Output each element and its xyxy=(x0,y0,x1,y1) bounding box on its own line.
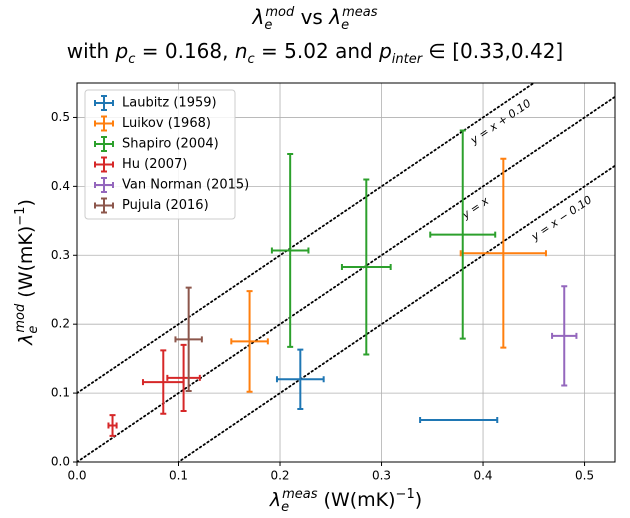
y-tick-label: 0.1 xyxy=(51,386,70,400)
legend-box xyxy=(84,89,236,220)
legend: Laubitz (1959) Luikov (1968) Shapiro (2004… xyxy=(84,89,249,220)
legend-label: Pujula (2016) xyxy=(122,198,209,213)
x-tick-label: 0.5 xyxy=(575,469,594,483)
y-tick-label: 0.2 xyxy=(51,317,70,331)
y-tick-label: 0.5 xyxy=(51,110,70,124)
y-error-bar xyxy=(297,348,304,410)
x-tick-label: 0.1 xyxy=(169,469,188,483)
legend-label: Shapiro (2004) xyxy=(122,137,219,152)
y-error-bar xyxy=(109,414,116,437)
legend-label: Luikov (1968) xyxy=(122,116,211,131)
y-error-bar xyxy=(287,152,294,348)
chart-title: λemod vs λemeas xyxy=(252,5,378,33)
y-error-bar xyxy=(459,129,466,340)
legend-marker xyxy=(94,156,114,173)
y-error-bar xyxy=(160,349,167,415)
y-error-bar xyxy=(561,285,568,387)
y-error-bar xyxy=(180,343,187,413)
legend-marker xyxy=(94,197,114,214)
legend-marker xyxy=(94,115,114,132)
y-error-bar xyxy=(185,286,192,393)
chart-subtitle: with pc = 0.168, nc = 5.02 and pinter ∈ … xyxy=(67,39,563,67)
axes: 0.0 0.1 0.2 0.3 0.4 0.5 0.0 0.1 0.2 0.3 0.4 0.5 xyxy=(51,110,594,483)
y-tick-label: 0.3 xyxy=(51,248,70,262)
y-tick-label: 0.0 xyxy=(51,455,70,469)
y-error-bar xyxy=(246,290,253,393)
x-tick-label: 0.0 xyxy=(67,469,86,483)
y-tick-label: 0.4 xyxy=(51,179,70,193)
legend-label: Laubitz (1959) xyxy=(122,96,217,111)
reference-line xyxy=(77,95,615,462)
y-error-bar xyxy=(363,178,370,356)
x-tick-label: 0.3 xyxy=(372,469,391,483)
x-tick-label: 0.4 xyxy=(473,469,492,483)
reference-line xyxy=(77,83,536,394)
legend-marker xyxy=(94,95,114,111)
legend-marker xyxy=(94,136,114,152)
x-tick-label: 0.2 xyxy=(270,469,289,483)
reference-line xyxy=(176,164,615,462)
legend-label: Hu (2007) xyxy=(122,157,187,172)
x-axis-label: λemeas (W(mK)−1) xyxy=(269,487,422,515)
legend-label: Van Norman (2015) xyxy=(122,178,249,193)
plot-frame xyxy=(76,82,616,463)
y-error-bar xyxy=(500,157,507,349)
legend-marker xyxy=(94,177,114,193)
y-axis-label: λemod (W(mK)−1) xyxy=(13,199,41,346)
